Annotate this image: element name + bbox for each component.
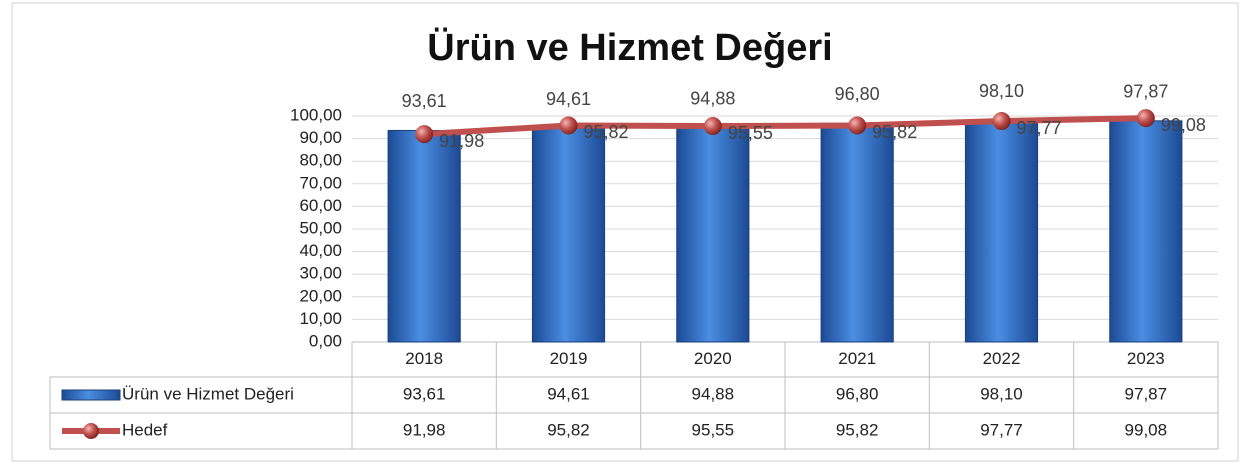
x-tick-label: 2022 <box>983 349 1021 368</box>
y-tick-label: 40,00 <box>299 241 342 260</box>
table-cell: 97,77 <box>980 420 1023 439</box>
chart-border <box>11 2 1239 462</box>
table-cell: 95,82 <box>836 420 879 439</box>
table-cell: 93,61 <box>403 384 446 403</box>
chart-title: Ürün ve Hizmet Değeri <box>427 26 832 69</box>
legend-label: Ürün ve Hizmet Değeri <box>122 384 294 403</box>
table-cell: 94,61 <box>547 384 590 403</box>
table-cell: 94,88 <box>692 384 735 403</box>
marker <box>992 112 1011 131</box>
marker <box>559 116 578 135</box>
line <box>423 115 1146 138</box>
table-cell: 98,10 <box>980 384 1023 403</box>
bar <box>1109 120 1183 343</box>
x-tick-label: 2019 <box>550 349 588 368</box>
bar <box>531 127 606 343</box>
bar <box>964 119 1039 343</box>
y-tick-label: 100,00 <box>290 105 342 124</box>
data-label: 96,80 <box>835 84 880 104</box>
data-label: 94,61 <box>546 89 591 109</box>
y-tick-label: 70,00 <box>299 173 342 192</box>
data-label: 95,82 <box>872 122 917 142</box>
data-label: 91,98 <box>439 131 484 151</box>
x-tick-label: 2021 <box>838 349 876 368</box>
data-label: 95,82 <box>584 122 629 142</box>
data-label: 97,87 <box>1123 82 1168 102</box>
x-tick-label: 2018 <box>405 349 443 368</box>
marker <box>415 125 434 144</box>
y-tick-label: 90,00 <box>299 128 342 147</box>
y-tick-label: 60,00 <box>299 196 342 215</box>
bar <box>387 129 461 343</box>
table-cell: 96,80 <box>836 384 879 403</box>
data-label: 94,88 <box>690 88 735 108</box>
data-label: 97,77 <box>1017 118 1062 138</box>
marker <box>848 116 867 135</box>
y-tick-label: 50,00 <box>299 218 342 237</box>
table-cell: 95,55 <box>692 420 735 439</box>
marker <box>703 117 722 136</box>
legend-key <box>83 423 99 439</box>
x-tick-label: 2023 <box>1127 349 1165 368</box>
x-tick-label: 2020 <box>694 349 732 368</box>
marker <box>1136 109 1155 128</box>
data-label: 99,08 <box>1161 115 1206 135</box>
data-label: 95,55 <box>728 123 773 143</box>
table-cell: 91,98 <box>403 420 446 439</box>
bar <box>676 127 750 343</box>
legend-key <box>61 389 121 401</box>
data-label: 98,10 <box>979 81 1024 101</box>
legend-label: Hedef <box>122 420 168 439</box>
table-cell: 99,08 <box>1125 420 1168 439</box>
y-tick-label: 30,00 <box>299 264 342 283</box>
y-tick-label: 10,00 <box>299 309 342 328</box>
bar <box>820 122 894 343</box>
y-tick-label: 0,00 <box>309 331 342 350</box>
table-cell: 95,82 <box>547 420 590 439</box>
data-label: 93,61 <box>402 91 447 111</box>
table-cell: 97,87 <box>1125 384 1168 403</box>
y-tick-label: 80,00 <box>299 151 342 170</box>
y-tick-label: 20,00 <box>299 286 342 305</box>
